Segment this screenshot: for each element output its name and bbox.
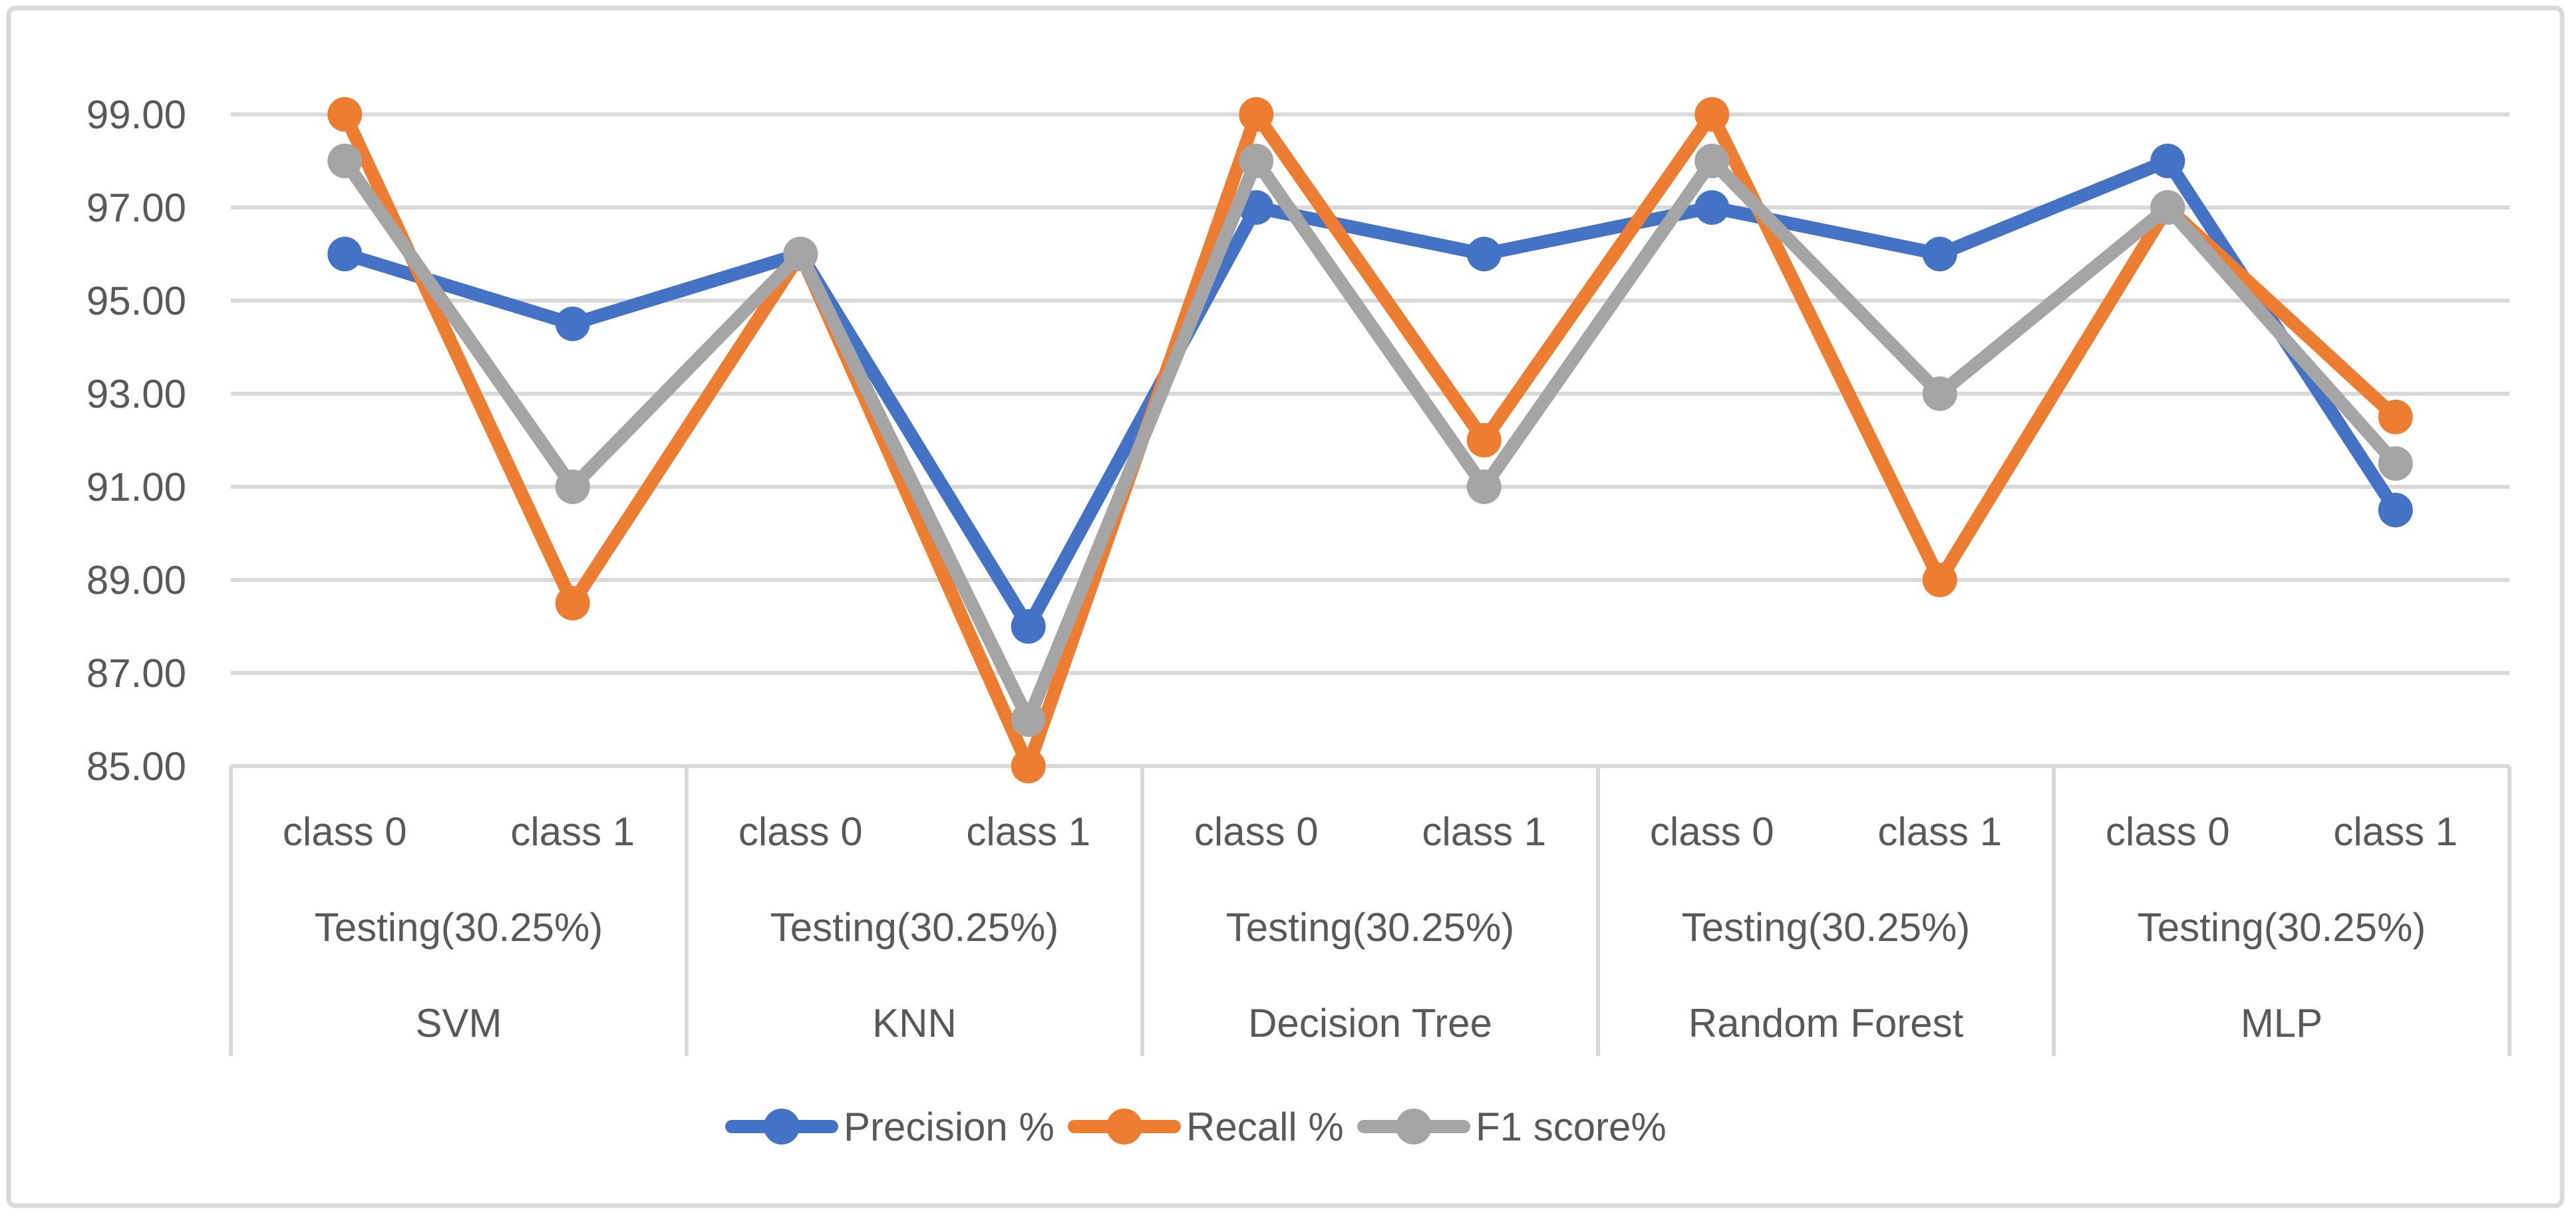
legend-label-precision: Precision %: [844, 1105, 1054, 1149]
y-axis-tick-label: 95.00: [86, 279, 186, 323]
legend-marker-icon-f1-score: [1396, 1109, 1432, 1145]
x-axis-class-label: class 1: [2333, 809, 2458, 854]
y-axis-tick-label: 91.00: [86, 465, 186, 509]
data-point-marker-precision: [1694, 190, 1730, 225]
data-point-marker-recall: [2378, 400, 2413, 434]
x-axis-group-label: MLP: [2241, 1001, 2323, 1045]
legend: Precision % Recall % F1 score%: [725, 1105, 1667, 1149]
data-point-marker-f1-score: [783, 237, 818, 271]
data-point-marker-f1-score: [1694, 144, 1730, 178]
series-line-recall: [338, 108, 2402, 773]
data-point-marker-recall: [1239, 97, 1274, 132]
data-point-marker-precision: [1466, 237, 1502, 271]
data-point-marker-f1-score: [1011, 702, 1046, 737]
data-point-marker-precision: [327, 237, 363, 271]
x-axis-group-label: Random Forest: [1689, 1001, 1964, 1045]
gridlines: [231, 112, 2509, 768]
x-axis-testing-label: Testing(30.25%): [1226, 905, 1515, 950]
x-axis-group-label: SVM: [415, 1001, 502, 1045]
y-axis-tick-label: 85.00: [86, 744, 186, 789]
x-axis-testing-label: Testing(30.25%): [1682, 905, 1971, 950]
series-f1-score: [327, 144, 2413, 737]
y-axis-tick-label: 89.00: [86, 558, 186, 603]
legend-marker-icon-precision: [764, 1109, 800, 1145]
x-axis-class-label: class 0: [738, 809, 863, 854]
legend-item-recall: Recall %: [1068, 1105, 1344, 1149]
x-axis-class-label: class 1: [1422, 809, 1546, 854]
data-point-marker-precision: [1922, 237, 1957, 271]
x-axis-testing-label: Testing(30.25%): [315, 905, 603, 950]
x-axis-class-label: class 0: [283, 809, 407, 854]
series-line-f1-score: [338, 154, 2402, 726]
series-line-precision: [338, 154, 2402, 633]
x-axis-group-label: Decision Tree: [1248, 1001, 1492, 1045]
legend-marker-icon-recall: [1106, 1109, 1142, 1145]
x-axis-class-label: class 1: [510, 809, 635, 854]
data-point-marker-recall: [1694, 97, 1730, 132]
y-axis-tick-label: 97.00: [86, 186, 186, 230]
data-point-marker-recall: [327, 97, 363, 132]
data-point-marker-precision: [2378, 493, 2413, 527]
y-axis-tick-label: 93.00: [86, 372, 186, 416]
x-axis-group-label: KNN: [872, 1001, 957, 1045]
legend-item-f1-score: F1 score%: [1357, 1105, 1667, 1149]
data-point-marker-recall: [1922, 563, 1957, 597]
data-point-marker-f1-score: [1466, 470, 1502, 504]
x-axis-class-label: class 0: [1194, 809, 1319, 854]
x-axis-testing-label: Testing(30.25%): [2138, 905, 2426, 950]
x-axis-class-label: class 0: [2106, 809, 2230, 854]
x-axis-class-label: class 1: [966, 809, 1090, 854]
data-point-marker-precision: [555, 307, 590, 341]
data-point-marker-recall: [1466, 423, 1502, 458]
series-precision: [327, 144, 2413, 644]
data-point-marker-recall: [555, 586, 590, 620]
x-axis-class-label: class 1: [1877, 809, 2002, 854]
data-point-marker-f1-score: [555, 470, 590, 504]
y-axis-tick-label: 99.00: [86, 92, 186, 137]
data-point-marker-f1-score: [1239, 144, 1274, 178]
x-axis-testing-label: Testing(30.25%): [770, 905, 1059, 950]
x-axis-category-area: class 0 class 1 Testing(30.25%) SVM class 0 c…: [229, 766, 2511, 1056]
data-point-marker-f1-score: [2378, 446, 2413, 481]
data-point-marker-precision: [1011, 609, 1046, 644]
data-point-marker-f1-score: [1922, 376, 1957, 411]
data-point-marker-recall: [1011, 749, 1046, 783]
legend-label-recall: Recall %: [1186, 1105, 1344, 1149]
legend-label-f1-score: F1 score%: [1476, 1105, 1667, 1149]
y-axis-tick-label: 87.00: [86, 651, 186, 696]
data-point-marker-precision: [2150, 144, 2185, 178]
legend-item-precision: Precision %: [725, 1105, 1054, 1149]
data-point-marker-f1-score: [327, 144, 363, 178]
data-point-marker-f1-score: [2150, 190, 2185, 225]
x-axis-class-label: class 0: [1650, 809, 1774, 854]
